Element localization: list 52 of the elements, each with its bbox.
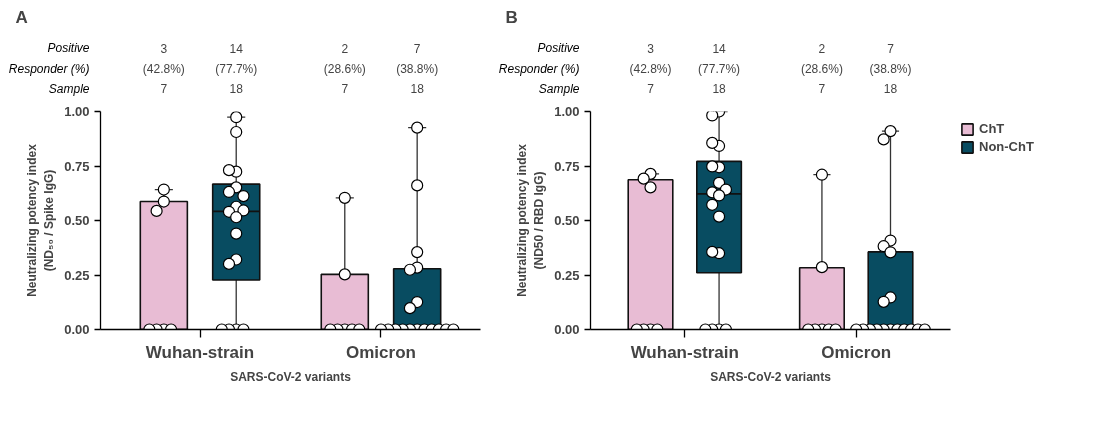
text: (42.8%) [142, 61, 185, 76]
text: Responder (%) [498, 61, 580, 76]
text: (28.6%) [800, 61, 843, 76]
x-axis-title: SARS-CoV-2 variants [710, 369, 832, 384]
text: 3 [647, 41, 655, 56]
y-tick-label: 1.00 [64, 104, 90, 119]
x-tick-label: Omicron [346, 342, 416, 362]
text: 7 [160, 82, 168, 97]
text: 18 [712, 82, 727, 97]
text: 2 [341, 41, 349, 56]
text: Positive [537, 41, 580, 56]
legend-label: ChT [979, 121, 1005, 136]
chart-title: B [505, 7, 518, 27]
text: Sample [538, 81, 580, 96]
x-tick-label: Wuhan-strain [630, 342, 739, 362]
chart-title: A [15, 7, 28, 27]
text: Sample [48, 81, 90, 96]
text: (77.7%) [215, 61, 258, 76]
x-tick-label: Wuhan-strain [145, 342, 255, 362]
text: 3 [160, 41, 168, 56]
text: Positive [47, 41, 90, 56]
y-axis-title: Neutralizing potency index (ND₅₀ / Spike IgG) [25, 143, 57, 297]
text: 14 [229, 41, 244, 56]
text: 7 [341, 82, 349, 97]
y-tick-label: 0.50 [64, 213, 90, 228]
text: Responder (%) [8, 61, 90, 76]
legend-label: Non-ChT [979, 139, 1034, 154]
y-tick-label: 0.75 [554, 158, 580, 174]
text: 18 [410, 82, 425, 97]
x-tick-label: Omicron [821, 342, 892, 362]
x-axis-title: SARS-CoV-2 variants [230, 369, 352, 384]
y-tick-label: 0.75 [64, 158, 90, 174]
text: 14 [712, 41, 727, 56]
y-tick-label: 0.50 [554, 213, 580, 228]
y-tick-label: 1.00 [554, 104, 580, 119]
text: 2 [818, 41, 826, 56]
y-tick-label: 0.25 [64, 267, 90, 283]
text: (38.8%) [396, 61, 439, 76]
y-tick-label: 0.00 [554, 322, 580, 337]
y-axis-title: Neutralizing potency index (ND50 / RBD IgG) [515, 143, 547, 297]
y-tick-label: 0.25 [554, 267, 580, 283]
text: 7 [887, 41, 895, 56]
text: 18 [883, 82, 898, 97]
text: 7 [413, 41, 421, 56]
text: 7 [647, 82, 655, 97]
text: (42.8%) [629, 61, 672, 76]
text: (77.7%) [698, 61, 741, 76]
text: 7 [818, 82, 826, 97]
y-tick-label: 0.00 [64, 322, 90, 337]
text: (28.6%) [323, 61, 366, 76]
text: 18 [229, 82, 244, 97]
text: (38.8%) [869, 61, 912, 76]
